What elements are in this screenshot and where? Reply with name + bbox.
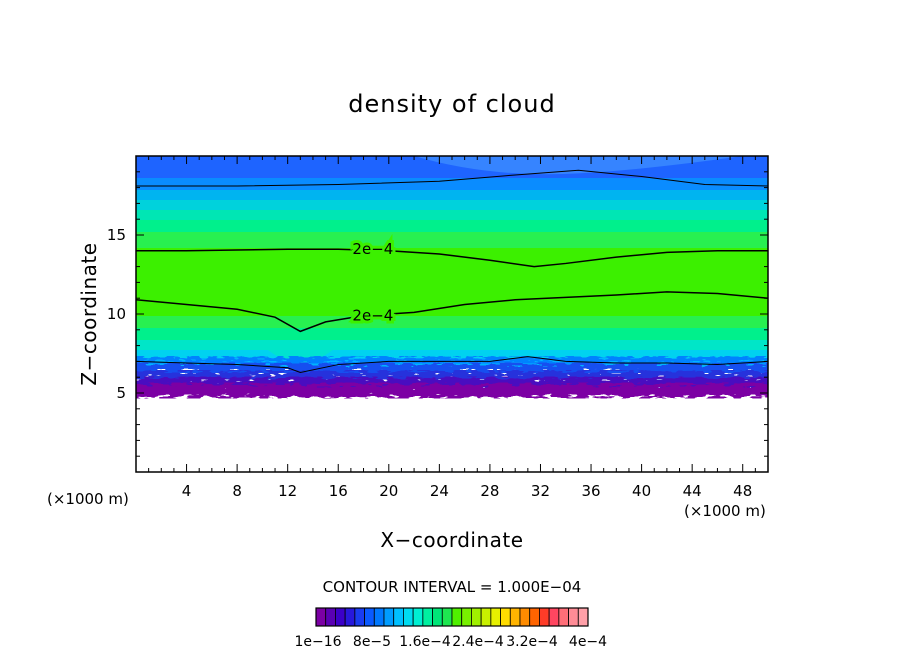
colorbar-swatch (432, 607, 443, 627)
contour-labels: 2e−4 2e−4 (349, 237, 396, 327)
colorbar-swatch (548, 607, 560, 627)
x-axis-title: X−coordinate (380, 528, 523, 552)
y-tick-label: 5 (116, 384, 126, 402)
colorbar-swatch (383, 607, 395, 627)
colorbar-swatch (315, 607, 327, 627)
colorbar-swatch (558, 607, 569, 627)
x-axis-tick-labels: 4 8 12 16 20 24 28 32 36 40 44 48 (182, 482, 752, 500)
colorbar-label: 4e−4 (569, 634, 607, 650)
x-tick-label: 12 (278, 482, 297, 500)
contour-line (136, 169, 768, 187)
x-tick-label: 44 (683, 482, 702, 500)
contour-lines (136, 169, 768, 373)
fill-band (136, 248, 768, 318)
colorbar-swatch (568, 607, 579, 627)
colorbar-swatch (500, 607, 511, 627)
fill-band (136, 377, 768, 387)
colorbar-label: 8e−5 (353, 634, 391, 650)
fill-band (414, 156, 743, 175)
colorbar-swatch (451, 607, 463, 627)
contour-label: 2e−4 (352, 307, 393, 325)
colorbar-swatch (364, 607, 375, 627)
contour-interval-label: CONTOUR INTERVAL = 1.000E−04 (323, 578, 582, 596)
colorbar-swatch (354, 607, 365, 627)
colorbar-swatch (393, 607, 404, 627)
contour-label: 2e−4 (352, 240, 393, 258)
y-tick-label: 15 (107, 226, 126, 244)
colorbar-swatch (480, 607, 492, 627)
colorbar-swatch (441, 607, 453, 627)
y-tick-label: 10 (107, 305, 126, 323)
x-tick-label: 28 (480, 482, 499, 500)
colorbar-label: 1.6e−4 (399, 634, 451, 650)
colorbar-labels: 1e−16 8e−5 1.6e−4 2.4e−4 3.2e−4 4e−4 (294, 634, 607, 650)
x-tick-label: 20 (379, 482, 398, 500)
x-unit-label: (×1000 m) (684, 502, 766, 520)
y-unit-label: (×1000 m) (47, 490, 129, 508)
fill-band (136, 370, 768, 379)
colorbar-swatch (373, 607, 385, 627)
contour-line (136, 248, 768, 268)
contour-line (136, 356, 768, 373)
plot-area (136, 156, 768, 472)
fill-band (136, 232, 768, 250)
x-tick-label: 24 (430, 482, 449, 500)
colorbar-swatch (403, 607, 414, 627)
colorbar-swatch (325, 607, 336, 627)
colorbar-label: 3.2e−4 (506, 634, 558, 650)
contour-fill-bands (136, 156, 768, 398)
colorbar-frame (315, 607, 589, 627)
colorbar-label: 1e−16 (294, 634, 341, 650)
colorbar-swatch (471, 607, 482, 627)
colorbar-label: 2.4e−4 (452, 634, 504, 650)
colorbar-swatch (577, 607, 589, 627)
fill-band (136, 356, 768, 363)
colorbar-swatch (490, 607, 501, 627)
colorbar-swatch (344, 607, 356, 627)
colorbar-swatch (519, 607, 531, 627)
fill-band (136, 328, 768, 342)
x-tick-label: 16 (329, 482, 348, 500)
fill-band (136, 350, 768, 360)
fill-band (136, 383, 768, 398)
x-tick-label: 8 (232, 482, 242, 500)
colorbar-swatch (422, 607, 433, 627)
colorbar-swatch (529, 607, 540, 627)
colorbar-swatch (335, 607, 346, 627)
colorbar-swatch (539, 607, 550, 627)
colorbar (315, 607, 589, 627)
fill-band (136, 362, 768, 373)
x-tick-label: 36 (581, 482, 600, 500)
colorbar-swatch (509, 607, 521, 627)
y-axis-title: Z−coordinate (77, 242, 101, 385)
colorbar-swatch (461, 607, 472, 627)
axis-ticks (136, 156, 768, 472)
colorbar-swatch (412, 607, 424, 627)
x-tick-label: 4 (182, 482, 192, 500)
x-tick-label: 40 (632, 482, 651, 500)
x-tick-label: 32 (531, 482, 550, 500)
x-tick-label: 48 (733, 482, 752, 500)
contour-line (136, 291, 768, 333)
y-axis-tick-labels: 5 10 15 (107, 226, 126, 402)
chart-title: density of cloud (348, 90, 555, 118)
